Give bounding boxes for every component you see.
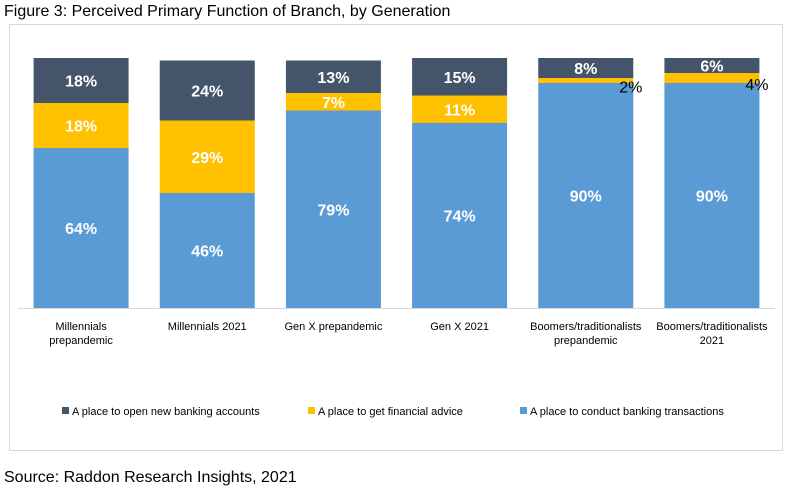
data-label: 11% <box>444 102 475 119</box>
legend-swatch <box>308 407 315 414</box>
bar-segment <box>285 60 381 93</box>
legend-label: A place to open new banking accounts <box>72 406 260 418</box>
data-label: 6% <box>700 59 723 76</box>
category-label: prepandemic <box>554 335 618 347</box>
bar-segment <box>159 60 255 121</box>
bar-segment <box>33 103 129 148</box>
bar-segment <box>285 93 381 111</box>
data-label: 90% <box>570 189 602 206</box>
bar-segment <box>664 73 760 83</box>
category-label: Boomers/traditionalists <box>530 321 642 333</box>
data-label: 7% <box>322 95 345 112</box>
data-label: 79% <box>317 202 349 219</box>
data-label: 64% <box>65 221 97 238</box>
data-label: 15% <box>444 70 476 87</box>
bar-segment <box>538 78 634 83</box>
bar-segment <box>412 123 508 308</box>
bar-segment <box>33 58 129 103</box>
bar-segment <box>412 95 508 123</box>
data-label: 2% <box>619 80 642 97</box>
bar-segment <box>159 193 255 308</box>
bar-segment <box>664 58 760 73</box>
bar-segment <box>33 148 129 308</box>
chart-frame: 64% 18% 18% Millennials prepandemic 46% 29% 24%… <box>9 24 783 451</box>
category-label: prepandemic <box>49 335 113 347</box>
bar-segment <box>285 110 381 308</box>
figure-title: Figure 3: Perceived Primary Function of … <box>4 3 451 20</box>
category-label: Millennials 2021 <box>168 321 247 333</box>
data-label: 18% <box>65 74 97 91</box>
data-label: 8% <box>574 61 597 78</box>
data-label: 24% <box>191 84 223 101</box>
bar-segment <box>412 58 508 96</box>
data-label: 29% <box>191 150 223 167</box>
legend-label: A place to get financial advice <box>318 406 463 418</box>
bar-segment <box>159 120 255 193</box>
source-note: Source: Raddon Research Insights, 2021 <box>4 469 297 486</box>
category-label: Gen X 2021 <box>430 321 489 333</box>
category-label: Boomers/traditionalists <box>656 321 768 333</box>
data-label: 74% <box>444 209 476 226</box>
category-label: Millennials <box>55 321 107 333</box>
data-label: 13% <box>317 70 349 87</box>
data-label: 18% <box>65 119 97 136</box>
legend-swatch <box>62 407 69 414</box>
category-label: Gen X prepandemic <box>284 321 382 333</box>
category-label: 2021 <box>700 335 724 347</box>
legend-swatch <box>520 407 527 414</box>
data-label: 90% <box>696 189 728 206</box>
stacked-bar-chart: 64% 18% 18% Millennials prepandemic 46% 29% 24%… <box>18 58 775 418</box>
bar-segment <box>538 58 634 78</box>
data-label: 46% <box>191 244 223 261</box>
bar-segment <box>538 83 634 308</box>
data-label: 4% <box>745 77 768 94</box>
bar-segment <box>664 83 760 308</box>
legend-label: A place to conduct banking transactions <box>530 406 724 418</box>
